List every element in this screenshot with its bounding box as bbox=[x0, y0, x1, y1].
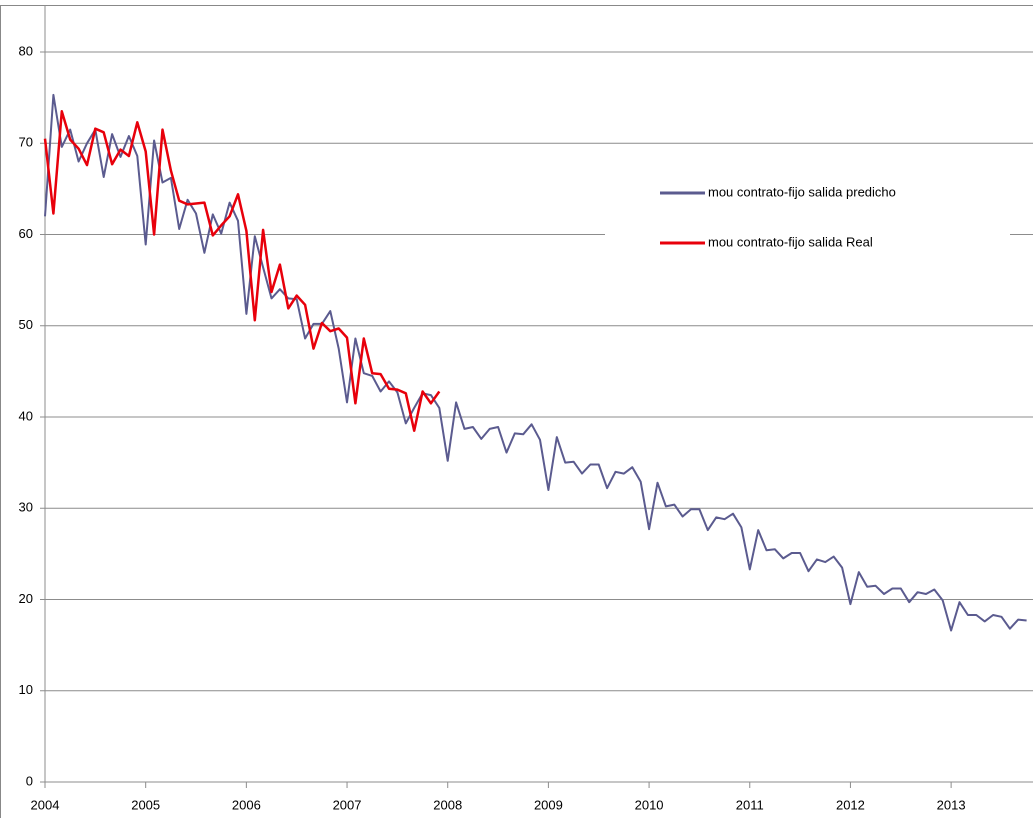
x-tick-label: 2012 bbox=[836, 797, 865, 812]
y-tick-label: 70 bbox=[19, 135, 33, 150]
y-tick-label: 20 bbox=[19, 591, 33, 606]
y-tick-label: 40 bbox=[19, 408, 33, 423]
series-line bbox=[43, 110, 441, 432]
legend-label: mou contrato-fijo salida predicho bbox=[708, 184, 896, 199]
x-tick-label: 2010 bbox=[635, 797, 664, 812]
x-tick-label: 2013 bbox=[937, 797, 966, 812]
y-tick-label: 10 bbox=[19, 682, 33, 697]
x-tick-label: 2007 bbox=[333, 797, 362, 812]
legend-label: mou contrato-fijo salida Real bbox=[708, 234, 873, 249]
y-tick-label: 50 bbox=[19, 317, 33, 332]
x-tick-label: 2011 bbox=[736, 797, 764, 812]
series-line bbox=[44, 93, 1027, 632]
legend-box bbox=[605, 170, 1010, 260]
x-tick-label: 2006 bbox=[232, 797, 261, 812]
y-tick-label: 0 bbox=[26, 773, 33, 788]
chart-border bbox=[0, 5, 1033, 818]
x-tick-label: 2005 bbox=[131, 797, 160, 812]
x-tick-label: 2009 bbox=[534, 797, 563, 812]
y-tick-label: 80 bbox=[19, 43, 33, 58]
x-tick-label: 2008 bbox=[433, 797, 462, 812]
x-tick-label: 2004 bbox=[31, 797, 60, 812]
y-tick-label: 30 bbox=[19, 500, 33, 515]
y-tick-label: 60 bbox=[19, 226, 33, 241]
